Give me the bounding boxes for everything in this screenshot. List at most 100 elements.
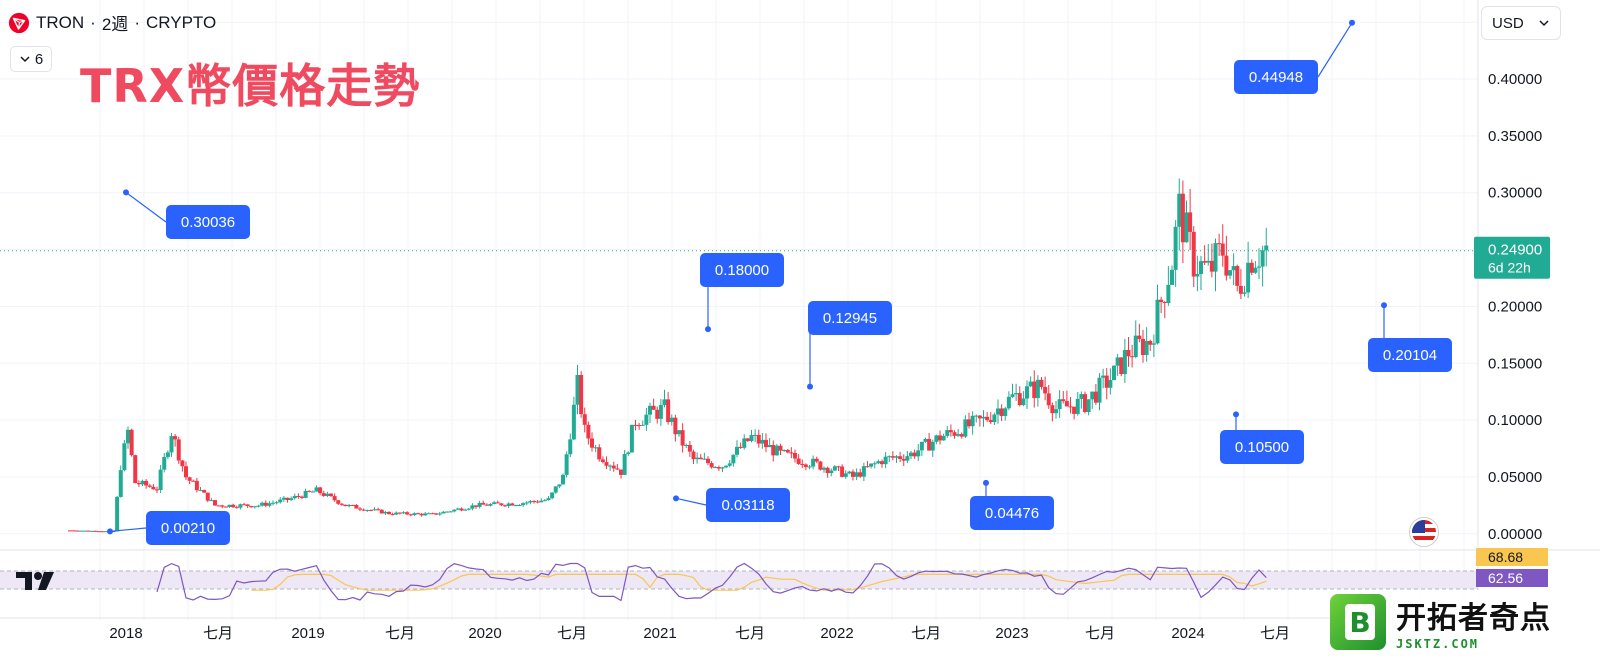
candle-body (909, 452, 913, 457)
candle-body (876, 461, 881, 464)
candle-body (1014, 393, 1019, 395)
candle-body (470, 505, 475, 509)
candle-body (82, 530, 87, 532)
candle-body (539, 500, 544, 503)
candle-body (738, 446, 743, 448)
candle-body (793, 452, 797, 459)
candle-body (506, 503, 511, 506)
candle-body (397, 512, 402, 514)
callout-label: 0.00210 (161, 520, 215, 537)
candle-body (1155, 299, 1160, 344)
candle-body (619, 469, 623, 475)
candle-body (568, 439, 573, 455)
countdown-label: 6d 22h (1488, 260, 1531, 276)
currency-select[interactable]: USD (1481, 6, 1561, 40)
candle-body (1115, 357, 1120, 366)
candle-body (1122, 349, 1127, 375)
candle-body (742, 438, 747, 448)
candle-body (1006, 396, 1011, 409)
x-tick-label: 2024 (1171, 625, 1204, 642)
callout-leader (675, 497, 707, 506)
candle-body (753, 434, 758, 436)
candle-body (173, 436, 178, 440)
candle-body (89, 530, 94, 532)
candle-body (423, 513, 428, 516)
callout-leader (1317, 22, 1353, 78)
candle-body (985, 416, 990, 421)
x-tick-label: 2022 (820, 625, 853, 642)
candle-body (310, 491, 315, 493)
candle-body (764, 439, 768, 448)
symbol-header[interactable]: TRON · 2週 · CRYPTO (8, 10, 216, 35)
symbol-name: TRON (36, 12, 85, 32)
candle-body (883, 456, 888, 465)
watermark-title: 开拓者奇点 (1396, 601, 1551, 636)
rsi-ma-value: 68.68 (1488, 549, 1523, 565)
candle-body (513, 505, 518, 507)
watermark: B 开拓者奇点 JSKTZ.COM (1330, 590, 1592, 654)
candle-body (361, 509, 366, 511)
candle-body (455, 508, 460, 510)
candle-body (999, 408, 1004, 416)
candle-body (1064, 401, 1069, 407)
callout-dot (123, 189, 129, 196)
candle-body (1191, 231, 1196, 277)
candle-body (851, 471, 855, 477)
rsi-value-badge (1476, 569, 1548, 587)
candle-body (1246, 262, 1251, 293)
x-tick-label: 七月 (557, 625, 587, 642)
candle-body (550, 492, 555, 499)
candle-body (974, 415, 979, 417)
candle-body (782, 449, 787, 451)
candle-body (818, 461, 823, 470)
indicator-toggle-button[interactable]: 6 (10, 46, 52, 72)
candle-body (93, 530, 98, 532)
candle-body (445, 511, 449, 513)
callout-box (808, 301, 892, 335)
candle-body (919, 441, 924, 451)
callout-dot (107, 528, 113, 535)
candle-body (292, 495, 297, 499)
candle-body (75, 530, 80, 532)
candle-body (343, 504, 348, 507)
candle-body (162, 456, 167, 470)
candle-body (930, 441, 935, 451)
candle-body (488, 504, 493, 506)
candle-body (285, 497, 290, 501)
tradingview-logo-icon[interactable] (16, 570, 62, 598)
watermark-logo-icon: B (1330, 594, 1386, 650)
callout-label: 0.12945 (823, 310, 877, 327)
candle-body (1072, 406, 1077, 414)
rsi-value: 62.56 (1488, 570, 1523, 586)
candle-body (1057, 399, 1062, 410)
candle-body (680, 430, 685, 446)
candle-body (220, 505, 225, 507)
candle-body (901, 458, 906, 461)
x-tick-label: 七月 (735, 625, 765, 642)
candle-body (260, 502, 265, 506)
candle-body (604, 462, 609, 466)
candle-body (767, 444, 772, 448)
candle-body (571, 404, 576, 440)
header-separator: · (134, 12, 140, 32)
y-tick-label: 0.05000 (1488, 469, 1542, 486)
candle-body (890, 456, 895, 458)
candle-body (1090, 391, 1095, 400)
candle-body (1126, 349, 1131, 357)
candle-body (655, 409, 660, 419)
candle-body (151, 486, 156, 490)
candle-body (629, 424, 634, 453)
candle-body (184, 466, 188, 478)
candle-body (894, 456, 899, 458)
candle-body (611, 465, 616, 469)
y-tick-label: 0.00000 (1488, 526, 1542, 543)
currency-label: USD (1492, 14, 1524, 32)
candle-body (1035, 379, 1040, 399)
candle-body (633, 424, 638, 426)
candle-body (927, 438, 932, 451)
candle-body (503, 505, 507, 507)
candle-body (869, 463, 874, 467)
candle-body (1217, 243, 1222, 245)
candle-body (1188, 212, 1193, 232)
